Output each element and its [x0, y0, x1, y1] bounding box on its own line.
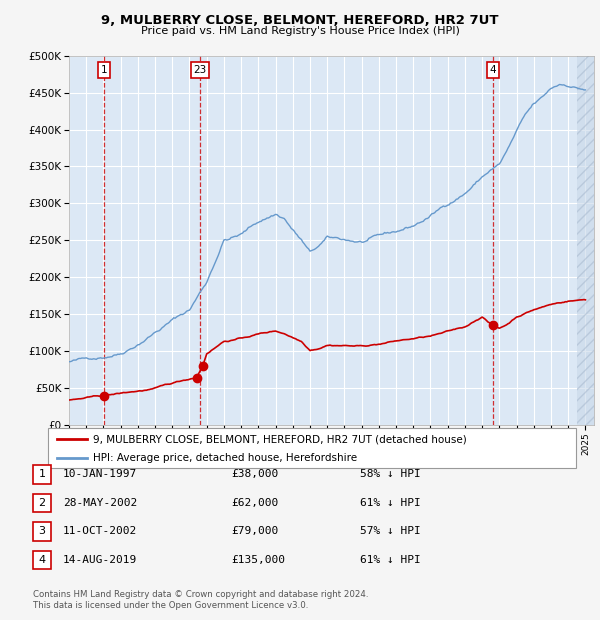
Text: 2: 2: [38, 498, 46, 508]
Bar: [577, 56, 594, 425]
Text: 10-JAN-1997: 10-JAN-1997: [63, 469, 137, 479]
Text: 14-AUG-2019: 14-AUG-2019: [63, 555, 137, 565]
Text: 9, MULBERRY CLOSE, BELMONT, HEREFORD, HR2 7UT: 9, MULBERRY CLOSE, BELMONT, HEREFORD, HR…: [101, 14, 499, 27]
Text: 3: 3: [38, 526, 46, 536]
Text: 1: 1: [38, 469, 46, 479]
Text: £79,000: £79,000: [231, 526, 278, 536]
Text: 9, MULBERRY CLOSE, BELMONT, HEREFORD, HR2 7UT (detached house): 9, MULBERRY CLOSE, BELMONT, HEREFORD, HR…: [93, 434, 467, 444]
Text: 11-OCT-2002: 11-OCT-2002: [63, 526, 137, 536]
Text: 4: 4: [38, 555, 46, 565]
Text: 61% ↓ HPI: 61% ↓ HPI: [360, 555, 421, 565]
Text: 58% ↓ HPI: 58% ↓ HPI: [360, 469, 421, 479]
Text: £62,000: £62,000: [231, 498, 278, 508]
Text: 4: 4: [490, 65, 496, 75]
Text: Contains HM Land Registry data © Crown copyright and database right 2024.
This d: Contains HM Land Registry data © Crown c…: [33, 590, 368, 609]
Text: 57% ↓ HPI: 57% ↓ HPI: [360, 526, 421, 536]
Text: £38,000: £38,000: [231, 469, 278, 479]
Text: 28-MAY-2002: 28-MAY-2002: [63, 498, 137, 508]
Text: HPI: Average price, detached house, Herefordshire: HPI: Average price, detached house, Here…: [93, 453, 357, 463]
Text: £135,000: £135,000: [231, 555, 285, 565]
Text: 23: 23: [193, 65, 206, 75]
Text: Price paid vs. HM Land Registry's House Price Index (HPI): Price paid vs. HM Land Registry's House …: [140, 26, 460, 36]
Text: 1: 1: [101, 65, 107, 75]
Text: 61% ↓ HPI: 61% ↓ HPI: [360, 498, 421, 508]
